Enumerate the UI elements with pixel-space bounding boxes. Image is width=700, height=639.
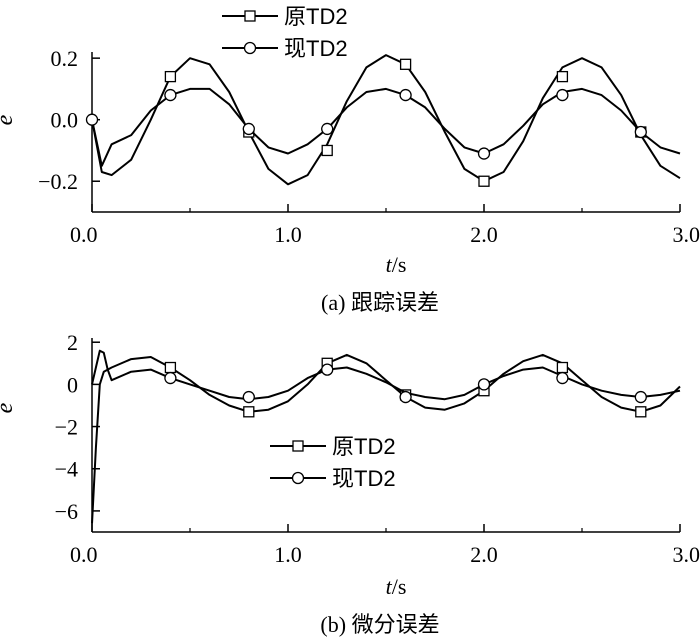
data-point-marker — [242, 122, 255, 136]
x-axis-title-variable: t — [386, 252, 393, 277]
data-point-marker — [399, 88, 412, 102]
data-point-marker — [477, 147, 491, 160]
legend-marker — [292, 440, 304, 452]
series-line — [91, 353, 681, 524]
data-point-marker — [243, 406, 255, 418]
data-point-marker — [556, 371, 569, 385]
y-tick-label: 0.2 — [51, 46, 79, 71]
y-tick-label: 2 — [67, 330, 78, 355]
legend-entry: 现TD2 — [222, 36, 348, 61]
x-axis-title-variable: t — [386, 574, 393, 599]
x-axis-title-unit: /s — [392, 574, 407, 599]
panel-caption: (a) 跟踪误差 — [321, 290, 439, 315]
panel-a: 0.0 1.0 2.0 3.0 0.2 0.0 −0.2 e t/s (a) 跟踪误差 原TD2 现T… — [0, 4, 700, 315]
data-point-marker — [164, 88, 177, 102]
y-tick-label: 0 — [67, 372, 78, 397]
panel-caption: (b) 微分误差 — [320, 612, 439, 637]
legend-entry: 现TD2 — [270, 466, 396, 491]
legend-label: 现TD2 — [332, 466, 396, 491]
data-point-marker — [556, 361, 569, 374]
x-tick-label: 3.0 — [673, 222, 700, 247]
data-point-marker — [635, 406, 647, 418]
y-tick-label: −4 — [55, 457, 78, 482]
y-tick-label: 0.0 — [51, 108, 79, 133]
y-axis-title: e — [0, 114, 18, 125]
panel-b: 0.0 1.0 2.0 3.0 2 0 −2 −4 −6 ė t/s (b) 微分误差 原TD2 现TD2 — [0, 330, 700, 637]
x-tick-label: 2.0 — [470, 222, 498, 247]
legend-label: 原TD2 — [332, 434, 396, 459]
x-tick-label: 1.0 — [274, 542, 302, 567]
data-point-marker — [478, 175, 490, 187]
data-point-marker — [321, 144, 333, 157]
legend-label: 原TD2 — [284, 4, 348, 29]
data-point-marker — [556, 70, 569, 83]
series-current-td2 — [85, 87, 681, 167]
data-point-marker — [321, 363, 334, 376]
x-axis-title-unit: /s — [392, 252, 407, 277]
series-line — [91, 87, 681, 167]
legend-marker — [244, 10, 256, 22]
x-tick-label: 0.0 — [70, 542, 98, 567]
y-tick-label: −0.2 — [38, 169, 78, 194]
y-axis-title: ė — [0, 402, 18, 413]
x-axis-title: t/s — [386, 252, 407, 277]
data-point-marker — [634, 390, 647, 404]
data-point-marker — [399, 58, 412, 70]
x-tick-label: 0.0 — [70, 222, 98, 247]
legend-entry: 原TD2 — [270, 434, 396, 459]
legend-marker — [291, 471, 305, 485]
legend-label: 现TD2 — [284, 36, 348, 61]
data-point-marker — [321, 122, 334, 136]
data-point-marker — [634, 125, 647, 139]
data-point-marker — [164, 361, 177, 374]
x-tick-label: 3.0 — [673, 542, 700, 567]
data-point-marker — [242, 390, 255, 404]
y-tick-label: −2 — [55, 415, 78, 440]
x-tick-label: 2.0 — [470, 542, 498, 567]
data-point-marker — [164, 371, 177, 385]
y-tick-label: −6 — [55, 499, 78, 524]
x-tick-label: 1.0 — [274, 222, 302, 247]
series-original-td2 — [91, 54, 681, 187]
legend-entry: 原TD2 — [222, 4, 348, 29]
data-point-marker — [399, 390, 412, 404]
series-current-td2 — [91, 349, 681, 404]
series-line — [91, 349, 681, 401]
legend-marker — [243, 41, 257, 55]
data-point-marker — [556, 88, 569, 102]
series-line — [91, 54, 681, 186]
data-point-marker — [85, 113, 99, 126]
x-axis-title: t/s — [386, 574, 407, 599]
data-point-marker — [164, 70, 177, 83]
data-point-marker — [477, 378, 491, 391]
